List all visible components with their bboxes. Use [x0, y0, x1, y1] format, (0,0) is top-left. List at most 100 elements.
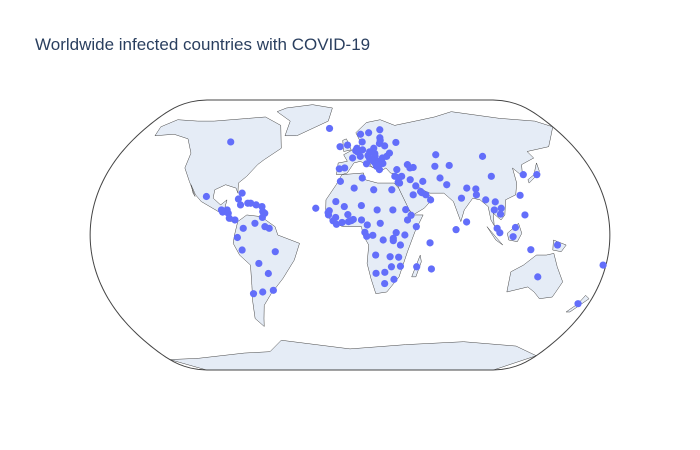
country-point: [335, 165, 343, 173]
country-point: [341, 164, 349, 172]
country-point: [432, 151, 440, 159]
country-point: [419, 177, 427, 185]
country-point: [443, 181, 451, 189]
country-point: [389, 237, 397, 245]
country-point: [231, 216, 239, 224]
country-point: [370, 186, 378, 194]
country-point: [219, 208, 227, 216]
country-point: [350, 184, 358, 192]
country-point: [358, 138, 366, 146]
country-point: [348, 154, 357, 162]
country-point: [389, 206, 397, 214]
country-point: [376, 126, 384, 134]
land: [154, 116, 282, 222]
country-point: [325, 124, 334, 133]
country-point: [534, 273, 542, 281]
country-point: [234, 195, 243, 203]
country-point: [478, 152, 487, 160]
country-point: [202, 192, 211, 201]
country-point: [445, 161, 453, 170]
country-point: [258, 202, 266, 211]
country-point: [392, 229, 400, 237]
country-point: [487, 172, 495, 180]
country-point: [381, 279, 389, 288]
country-point: [336, 177, 344, 185]
country-point: [236, 201, 245, 209]
country-point: [412, 182, 420, 190]
country-point: [388, 186, 396, 194]
country-point: [271, 248, 279, 256]
country-point: [396, 241, 405, 249]
chart-title: Worldwide infected countries with COVID-…: [35, 35, 370, 54]
land: [486, 226, 503, 246]
country-point: [407, 211, 415, 219]
country-point: [533, 171, 541, 179]
country-point: [413, 263, 421, 271]
country-point: [396, 262, 405, 270]
country-point: [385, 149, 394, 157]
country-point: [496, 210, 505, 218]
country-point: [340, 202, 348, 211]
country-point: [409, 163, 417, 172]
country-point: [372, 269, 380, 277]
country-point: [332, 220, 341, 228]
country-point: [491, 198, 499, 206]
country-point: [406, 176, 414, 184]
country-point: [344, 211, 352, 219]
country-point: [338, 218, 346, 227]
country-point: [255, 259, 263, 268]
country-point: [509, 233, 517, 241]
country-point: [436, 174, 444, 182]
country-point: [599, 261, 607, 269]
frame: [89, 99, 611, 371]
country-point: [332, 197, 340, 206]
country-point: [412, 223, 420, 231]
country-point: [427, 265, 436, 273]
country-point: [239, 224, 247, 232]
country-point: [336, 143, 344, 151]
country-point: [381, 142, 389, 150]
country-point: [387, 263, 396, 271]
country-point: [372, 251, 380, 259]
country-point: [490, 206, 498, 214]
country-point: [379, 236, 387, 244]
country-point: [381, 268, 389, 276]
country-point: [426, 196, 435, 204]
country-point: [357, 201, 365, 210]
country-point: [395, 253, 403, 261]
country-point: [497, 204, 505, 212]
country-point: [496, 229, 504, 237]
country-point: [227, 138, 235, 146]
country-point: [390, 275, 398, 283]
country-point: [431, 162, 439, 170]
country-point: [373, 206, 381, 214]
country-point: [249, 290, 258, 298]
country-point: [386, 253, 394, 261]
country-point: [393, 166, 401, 174]
country-point: [376, 219, 384, 227]
country-point: [324, 211, 333, 219]
country-point: [527, 246, 535, 254]
country-point: [357, 216, 366, 224]
country-point: [269, 286, 277, 294]
land: [276, 104, 333, 137]
country-point: [264, 269, 272, 278]
country-point: [225, 214, 233, 222]
country-point: [392, 138, 400, 147]
country-point: [238, 189, 246, 197]
country-point: [362, 160, 371, 168]
country-point: [519, 171, 527, 179]
country-point: [395, 179, 404, 187]
country-point: [472, 191, 481, 199]
country-point: [247, 199, 255, 207]
country-point: [358, 146, 367, 154]
country-point: [553, 241, 562, 249]
country-point: [402, 205, 410, 214]
country-point: [356, 130, 365, 138]
country-point: [265, 224, 273, 232]
country-point: [457, 194, 466, 202]
country-point: [259, 288, 267, 296]
country-point: [375, 166, 384, 174]
country-point: [233, 233, 242, 242]
